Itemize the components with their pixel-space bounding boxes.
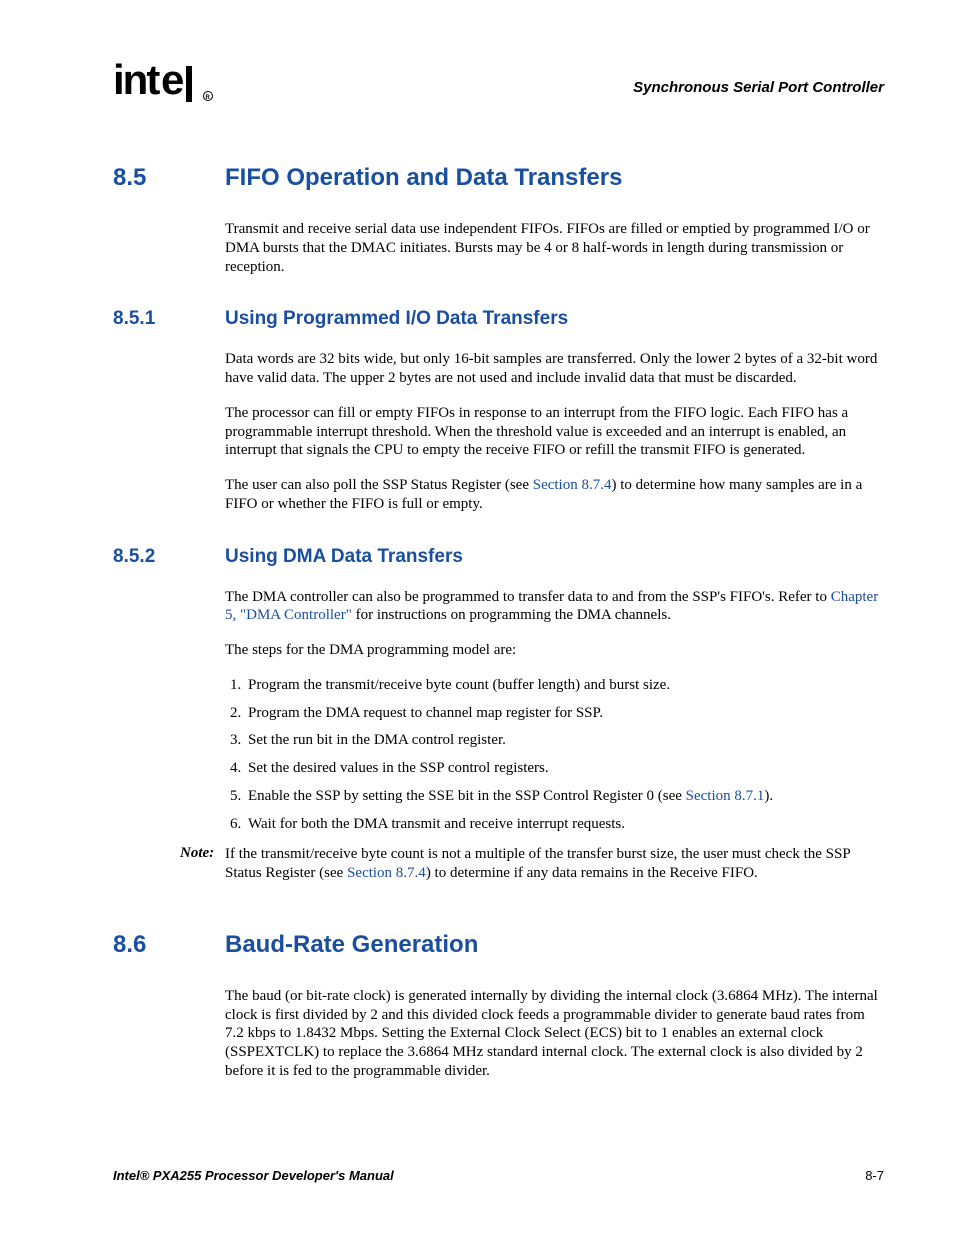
intel-logo: int e R — [113, 60, 213, 114]
list-item: Program the transmit/receive byte count … — [245, 676, 884, 695]
note-body: If the transmit/receive byte count is no… — [225, 845, 884, 883]
running-header-title: Synchronous Serial Port Controller — [633, 79, 884, 96]
xref-link[interactable]: Section 8.7.4 — [347, 865, 426, 881]
list-item: Enable the SSP by setting the SSE bit in… — [245, 787, 884, 806]
heading-title: Baud-Rate Generation — [225, 931, 478, 959]
heading-title: Using Programmed I/O Data Transfers — [225, 308, 568, 330]
heading-8-6: 8.6 Baud-Rate Generation — [113, 931, 884, 959]
ordered-steps-list: Program the transmit/receive byte count … — [225, 676, 884, 834]
text-run: Enable the SSP by setting the SSE bit in… — [248, 788, 686, 804]
heading-number: 8.5 — [113, 164, 225, 192]
page-header: int e R Synchronous Serial Port Controll… — [113, 60, 884, 114]
intel-logo-svg: int e R — [113, 60, 213, 104]
note-label: Note: — [180, 845, 225, 883]
heading-8-5: 8.5 FIFO Operation and Data Transfers — [113, 164, 884, 192]
text-run: ). — [764, 788, 773, 804]
paragraph: Data words are 32 bits wide, but only 16… — [225, 350, 884, 388]
paragraph: The steps for the DMA programming model … — [225, 641, 884, 660]
list-item: Wait for both the DMA transmit and recei… — [245, 815, 884, 834]
heading-title: FIFO Operation and Data Transfers — [225, 164, 622, 192]
heading-number: 8.5.2 — [113, 546, 225, 568]
xref-link[interactable]: Section 8.7.1 — [686, 788, 765, 804]
list-item: Program the DMA request to channel map r… — [245, 704, 884, 723]
xref-link[interactable]: Section 8.7.4 — [533, 477, 612, 493]
heading-8-5-2: 8.5.2 Using DMA Data Transfers — [113, 546, 884, 568]
footer-doc-title: Intel® PXA255 Processor Developer's Manu… — [113, 1168, 394, 1183]
footer-page-number: 8-7 — [865, 1168, 884, 1183]
text-run: The user can also poll the SSP Status Re… — [225, 477, 533, 493]
heading-number: 8.6 — [113, 931, 225, 959]
note-block: Note: If the transmit/receive byte count… — [113, 845, 884, 883]
svg-text:int: int — [113, 60, 160, 103]
svg-text:e: e — [161, 60, 183, 103]
paragraph: The DMA controller can also be programme… — [225, 588, 884, 626]
paragraph: The processor can fill or empty FIFOs in… — [225, 404, 884, 460]
heading-number: 8.5.1 — [113, 308, 225, 330]
paragraph: Transmit and receive serial data use ind… — [225, 220, 884, 276]
text-run: ) to determine if any data remains in th… — [426, 865, 758, 881]
heading-title: Using DMA Data Transfers — [225, 546, 463, 568]
list-item: Set the desired values in the SSP contro… — [245, 759, 884, 778]
paragraph: The baud (or bit-rate clock) is generate… — [225, 987, 884, 1081]
text-run: for instructions on programming the DMA … — [352, 607, 671, 623]
list-item: Set the run bit in the DMA control regis… — [245, 731, 884, 750]
page-footer: Intel® PXA255 Processor Developer's Manu… — [113, 1168, 884, 1183]
text-run: The DMA controller can also be programme… — [225, 589, 831, 605]
paragraph: The user can also poll the SSP Status Re… — [225, 476, 884, 514]
heading-8-5-1: 8.5.1 Using Programmed I/O Data Transfer… — [113, 308, 884, 330]
